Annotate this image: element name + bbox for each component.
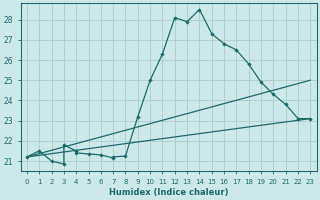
X-axis label: Humidex (Indice chaleur): Humidex (Indice chaleur) bbox=[109, 188, 228, 197]
